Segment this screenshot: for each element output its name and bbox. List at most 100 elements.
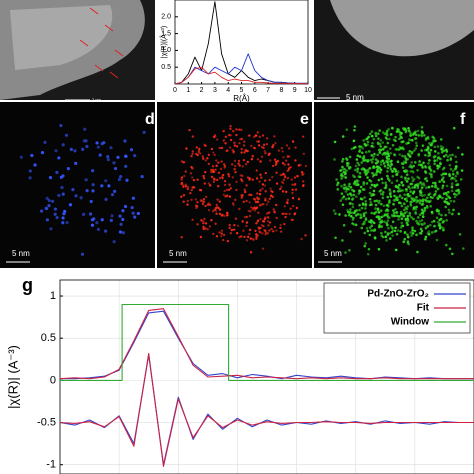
- eds-dot: [348, 182, 351, 186]
- eds-dot: [261, 187, 264, 190]
- eds-dot: [397, 218, 400, 221]
- eds-dot: [454, 179, 458, 183]
- eds-dot: [396, 196, 399, 199]
- eds-dot: [240, 194, 243, 197]
- eds-dot: [275, 203, 278, 207]
- eds-dot: [215, 212, 218, 215]
- eds-dot: [259, 231, 262, 234]
- eds-dot: [255, 222, 258, 225]
- eds-dot: [106, 158, 110, 162]
- eds-dot: [199, 235, 203, 239]
- eds-dot: [406, 205, 410, 208]
- eds-dot: [342, 223, 346, 227]
- eds-dot: [397, 201, 401, 204]
- eds-dot: [419, 188, 423, 192]
- eds-dot: [455, 193, 458, 197]
- eds-dot: [217, 161, 220, 164]
- eds-dot: [279, 226, 282, 230]
- panel-label: d: [145, 111, 155, 128]
- eds-dot: [255, 169, 258, 172]
- eds-dot: [88, 212, 93, 216]
- eds-dot: [415, 196, 418, 199]
- eds-dot: [369, 219, 373, 222]
- eds-dot: [400, 181, 404, 184]
- eds-dot: [235, 188, 238, 192]
- eds-dot: [388, 237, 392, 240]
- eds-dot: [228, 184, 231, 187]
- eds-dot: [409, 190, 413, 193]
- eds-dot: [461, 247, 465, 250]
- eds-dot: [202, 225, 205, 229]
- eds-dot: [256, 158, 260, 161]
- eds-dot: [385, 160, 389, 163]
- eds-dot: [85, 144, 89, 149]
- x-tick-label: 5: [240, 87, 244, 94]
- eds-dot: [449, 177, 453, 181]
- eds-dot: [433, 150, 437, 153]
- eds-dot: [107, 184, 111, 188]
- eds-dot: [242, 144, 246, 147]
- eds-dot: [268, 152, 271, 155]
- eds-dot: [255, 235, 258, 238]
- eds-dot: [364, 202, 368, 206]
- eds-dot: [119, 222, 123, 226]
- eds-dot: [273, 211, 277, 214]
- eds-dot: [243, 140, 246, 143]
- eds-dot: [248, 232, 251, 236]
- eds-dot: [369, 200, 373, 204]
- eds-dot: [61, 221, 65, 225]
- eds-dot: [402, 202, 406, 206]
- x-tick-label: 2: [200, 87, 204, 94]
- eds-dot: [423, 208, 427, 212]
- eds-dot: [285, 159, 288, 162]
- eds-dot: [184, 185, 188, 188]
- eds-dot: [242, 229, 245, 232]
- eds-dot: [264, 171, 268, 175]
- plot-frame: [174, 0, 309, 85]
- eds-dot: [55, 215, 59, 220]
- eds-dot: [60, 185, 64, 190]
- eds-dot: [450, 182, 454, 186]
- eds-dot: [65, 221, 69, 225]
- eds-dot: [454, 155, 457, 158]
- eds-dot: [424, 153, 427, 157]
- eds-dot: [405, 142, 408, 145]
- eds-dot: [360, 206, 364, 210]
- eds-dot: [190, 198, 193, 202]
- eds-dot: [410, 161, 413, 164]
- eds-dot: [289, 207, 292, 210]
- eds-dot: [420, 229, 424, 233]
- eds-dot: [383, 164, 387, 168]
- eds-dot: [261, 220, 265, 223]
- eds-dot: [392, 214, 396, 217]
- eds-dot: [377, 211, 381, 214]
- eds-dot: [374, 134, 378, 138]
- eds-dot: [404, 158, 408, 162]
- eds-dot: [420, 125, 424, 129]
- eds-dot: [428, 142, 431, 145]
- eds-dot: [395, 173, 399, 177]
- eds-dot: [197, 151, 200, 154]
- eds-dot: [222, 193, 226, 196]
- eds-dot: [358, 148, 362, 151]
- eds-dot: [255, 140, 259, 143]
- eds-dot: [447, 202, 451, 206]
- eds-dot: [191, 176, 194, 179]
- eds-dot: [377, 247, 381, 251]
- eds-dot: [367, 150, 371, 153]
- eds-dot: [396, 160, 400, 164]
- eds-dot: [408, 165, 412, 169]
- eds-dot: [82, 212, 86, 216]
- eds-dot: [185, 147, 188, 150]
- eds-dot: [373, 236, 377, 240]
- eds-dot: [243, 215, 247, 219]
- eds-dot: [235, 128, 238, 131]
- eds-dot: [414, 147, 418, 150]
- eds-dot: [263, 184, 267, 187]
- eds-dot: [377, 225, 381, 229]
- eds-dot: [302, 180, 305, 183]
- eds-dot: [418, 213, 422, 216]
- legend-label: Window: [391, 317, 429, 328]
- eds-dot: [411, 186, 414, 189]
- eds-dot: [257, 144, 261, 147]
